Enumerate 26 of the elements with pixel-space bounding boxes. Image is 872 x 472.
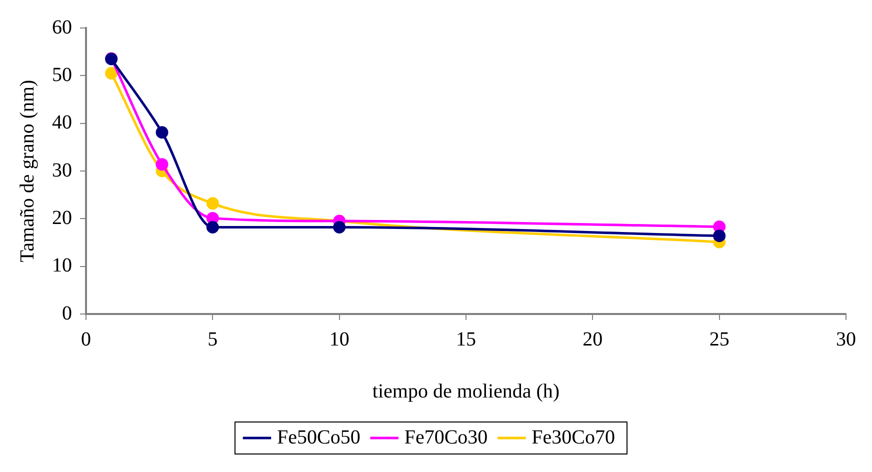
point [156,158,168,171]
y-axis-title: Tamaño de grano (nm) [16,80,38,262]
point [156,126,168,139]
legend-label: Fe50Co50 [276,426,360,448]
y-tick-label: 30 [52,159,72,182]
x-tick-label: 5 [208,328,218,350]
x-tick-label: 30 [836,328,856,350]
x-tick-label: 20 [582,328,603,350]
y-tick-label: 0 [62,302,72,324]
x-tick-label: 0 [81,328,91,350]
legend-label: Fe30Co70 [532,426,616,448]
x-tick-label: 25 [709,328,730,350]
point [333,220,346,234]
point [105,67,118,80]
x-axis-title: tiempo de molienda (h) [372,380,560,402]
y-tick-label: 60 [52,16,72,38]
x-tick-label: 15 [456,328,476,350]
y-tick-label: 50 [52,64,72,86]
point [206,220,219,234]
x-tick-label: 10 [329,328,350,350]
point [713,230,726,242]
y-tick-label: 40 [52,112,72,134]
point [206,197,219,210]
y-tick-label: 10 [52,254,72,277]
legend-label: Fe70Co30 [404,426,488,448]
y-tick-label: 20 [52,206,72,229]
